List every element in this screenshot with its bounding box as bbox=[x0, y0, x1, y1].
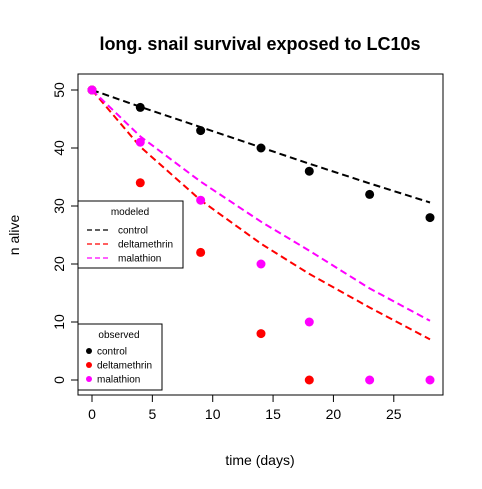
point-malathion bbox=[87, 85, 97, 95]
legend-observed-swatch-control bbox=[86, 348, 92, 354]
point-control bbox=[135, 102, 145, 112]
x-axis: 0 5 10 15 20 25 bbox=[88, 394, 402, 422]
point-malathion bbox=[304, 317, 314, 327]
legend-modeled-box bbox=[77, 200, 184, 269]
x-tick-label: 20 bbox=[326, 406, 342, 422]
point-control bbox=[365, 189, 375, 199]
x-tick-label: 15 bbox=[265, 406, 281, 422]
x-tick-label: 5 bbox=[148, 406, 156, 422]
x-tick-label: 0 bbox=[88, 406, 96, 422]
legend-modeled-label: deltamethrin bbox=[118, 240, 173, 251]
y-tick-label: 10 bbox=[51, 314, 67, 330]
legend-observed-label: control bbox=[97, 347, 127, 358]
point-control bbox=[256, 143, 266, 153]
point-control bbox=[304, 166, 314, 176]
point-deltamethrin bbox=[196, 247, 206, 257]
y-axis: 0 10 20 30 40 50 bbox=[51, 82, 79, 384]
legend-observed-title: observed bbox=[98, 330, 139, 341]
legend-observed-swatch-deltamethrin bbox=[86, 362, 92, 368]
y-tick-label: 20 bbox=[51, 256, 67, 272]
legend-modeled-title: modeled bbox=[111, 207, 149, 218]
point-malathion bbox=[365, 375, 375, 385]
legend-observed-label: deltamethrin bbox=[97, 361, 152, 372]
observed-points bbox=[87, 85, 435, 385]
y-tick-label: 30 bbox=[51, 198, 67, 214]
y-tick-label: 40 bbox=[51, 140, 67, 156]
point-malathion bbox=[196, 195, 206, 205]
chart-title: long. snail survival exposed to LC10s bbox=[99, 34, 420, 54]
point-control bbox=[425, 213, 435, 223]
y-axis-label: n alive bbox=[6, 215, 22, 256]
legend-modeled-label: malathion bbox=[118, 254, 161, 265]
point-malathion bbox=[135, 137, 145, 147]
legend-modeled-label: control bbox=[118, 226, 148, 237]
point-malathion bbox=[425, 375, 435, 385]
y-tick-label: 50 bbox=[51, 82, 67, 98]
x-axis-label: time (days) bbox=[225, 452, 294, 468]
y-tick-label: 0 bbox=[51, 376, 67, 384]
legend-modeled: modeled control deltamethrin malathion bbox=[77, 200, 184, 269]
point-deltamethrin bbox=[135, 178, 145, 188]
legend-observed-label: malathion bbox=[97, 375, 140, 386]
point-deltamethrin bbox=[256, 329, 266, 339]
x-tick-label: 10 bbox=[205, 406, 221, 422]
point-malathion bbox=[256, 259, 266, 269]
model-curve-malathion bbox=[91, 89, 431, 322]
x-tick-label: 25 bbox=[386, 406, 402, 422]
point-deltamethrin bbox=[304, 375, 314, 385]
legend-observed-swatch-malathion bbox=[86, 376, 92, 382]
point-control bbox=[196, 126, 206, 136]
model-curve-deltamethrin bbox=[91, 89, 431, 341]
legend-observed: observed control deltamethrin malathion bbox=[77, 323, 163, 391]
